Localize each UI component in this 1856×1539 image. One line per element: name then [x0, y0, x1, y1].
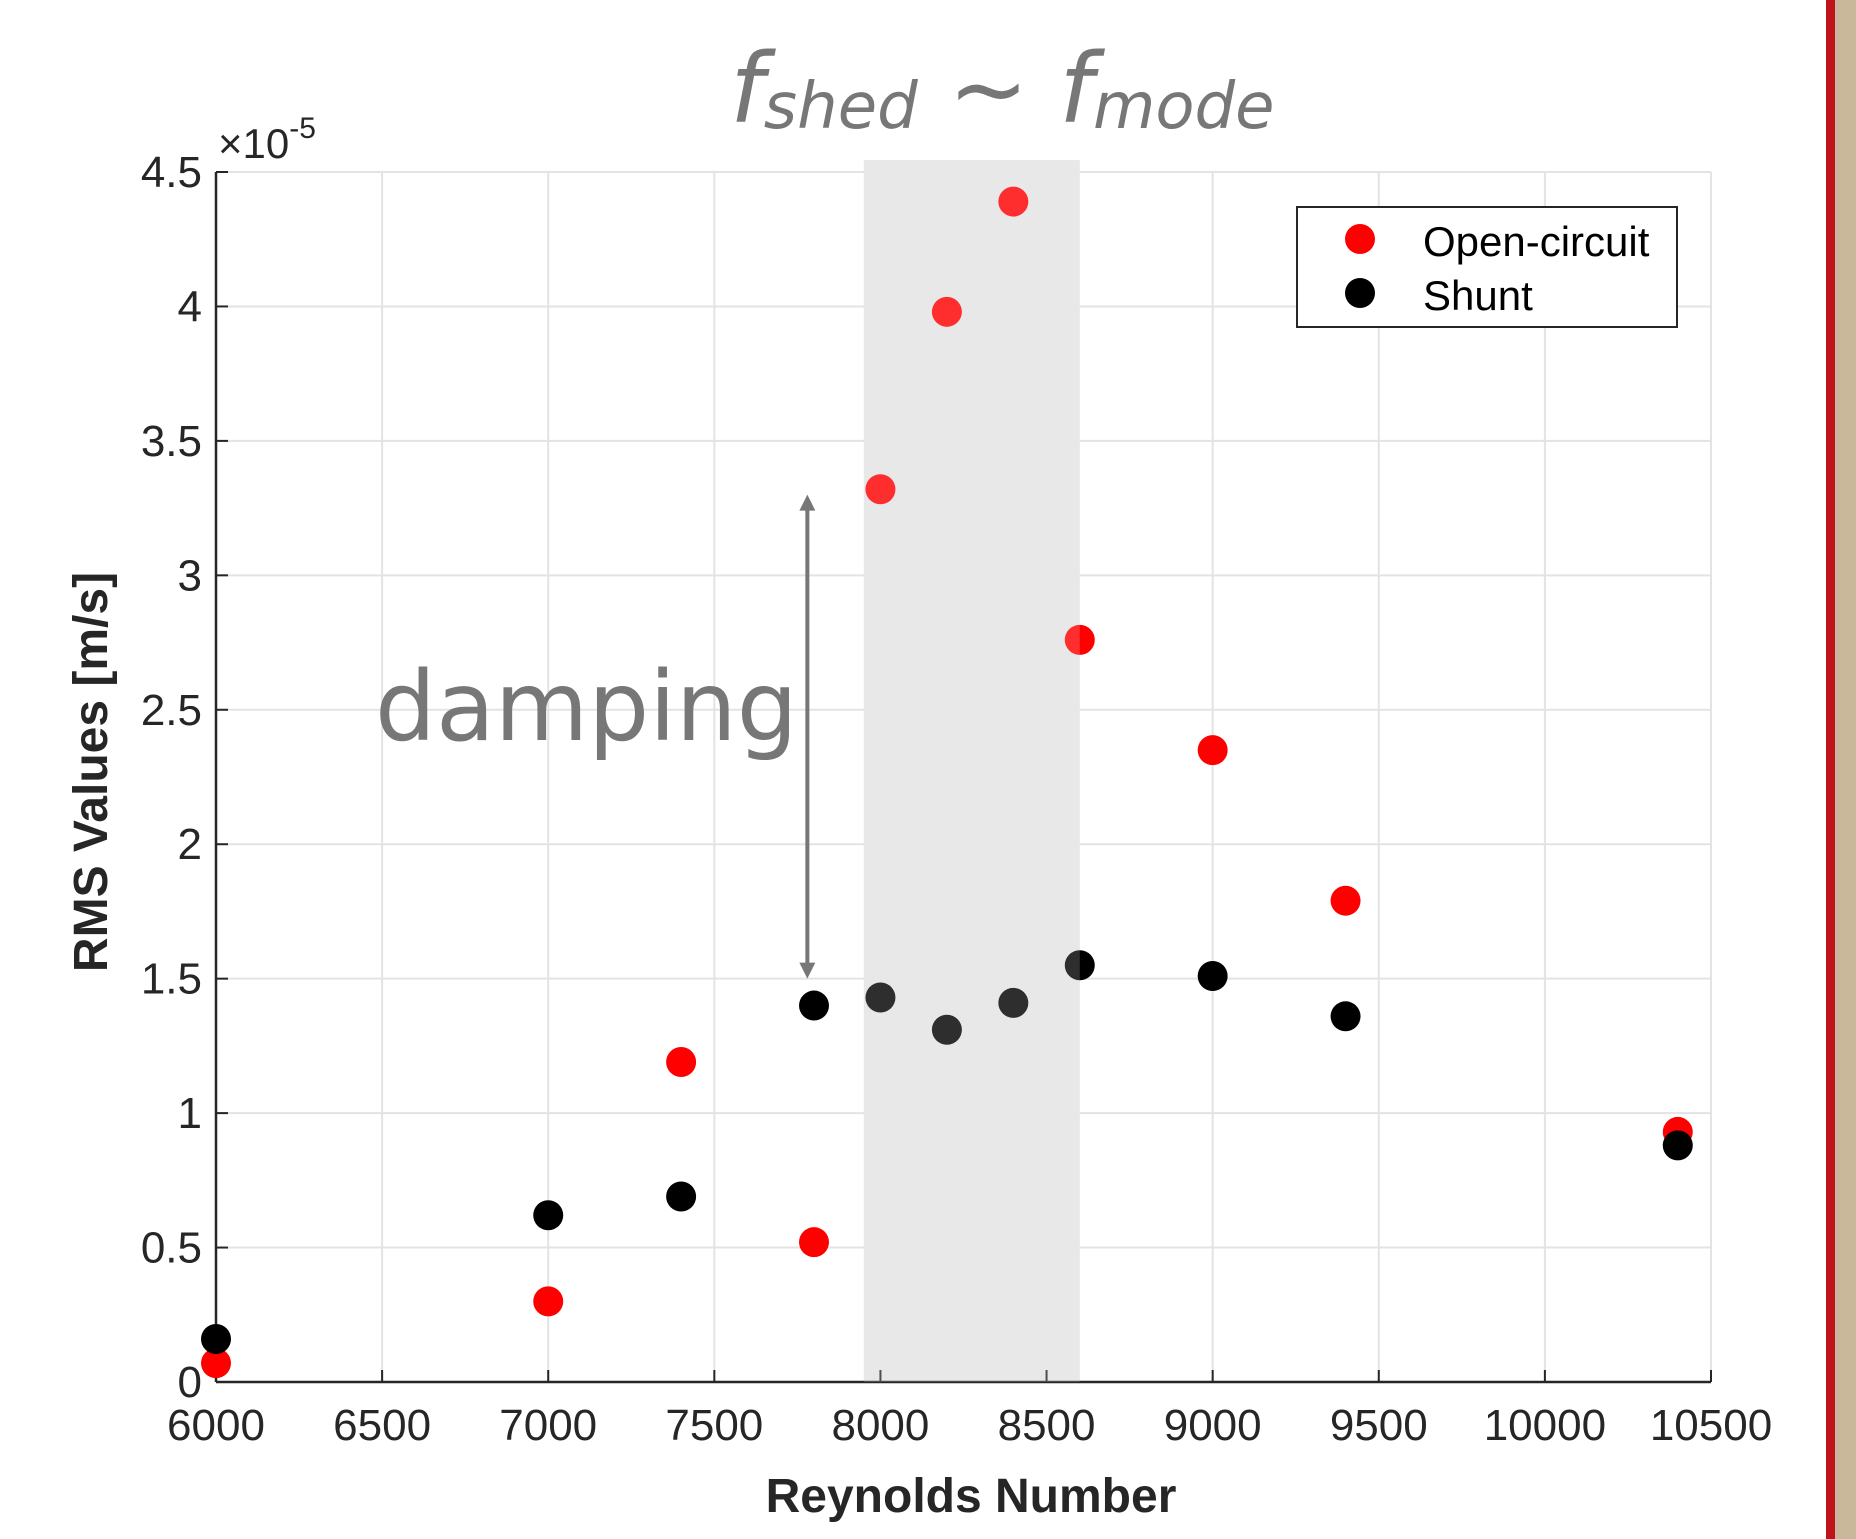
data-point-shunt: [201, 1323, 231, 1354]
data-point-open-circuit: [931, 296, 962, 327]
axes-layer: 6000 6500 7000 7500 8000 8500 9000 9500 10000 105…: [141, 148, 1772, 1450]
y-tick-label: 1: [178, 1089, 202, 1138]
y-exponent-base: ×10: [218, 120, 289, 167]
x-tick-label: 8500: [998, 1401, 1096, 1450]
right-edge-beige-stripe: [1835, 0, 1856, 1539]
legend-marker-open-circuit: [1345, 224, 1375, 254]
y-tick-label: 1.5: [141, 955, 202, 1004]
damping-arrow-layer: [799, 494, 816, 979]
x-tick-label: 10000: [1484, 1401, 1606, 1450]
data-point-shunt: [1064, 950, 1095, 981]
y-tick-label: 0: [178, 1358, 202, 1407]
x-tick-label: 9500: [1330, 1401, 1428, 1450]
y-tick-label: 4: [178, 282, 202, 331]
y-exponent-label: ×10-5: [218, 112, 316, 167]
data-point-open-circuit: [533, 1286, 564, 1317]
shaded-region-layer: [863, 160, 1080, 1382]
data-point-shunt: [1662, 1130, 1693, 1161]
x-tick-label: 8000: [831, 1401, 929, 1450]
y-tick-label: 4.5: [141, 148, 202, 197]
data-point-open-circuit: [201, 1348, 231, 1379]
grid-layer: [216, 171, 1712, 1382]
data-point-shunt: [666, 1181, 697, 1212]
legend: Open-circuit Shunt: [1296, 206, 1678, 328]
data-point-open-circuit: [666, 1047, 697, 1078]
shed-subscript: shed: [764, 70, 918, 144]
data-point-open-circuit: [1064, 624, 1095, 655]
data-point-shunt: [931, 1014, 962, 1045]
data-point-shunt: [533, 1200, 564, 1231]
x-tick-label: 6000: [167, 1401, 265, 1450]
damping-label: damping: [375, 651, 798, 763]
legend-label-open-circuit: Open-circuit: [1423, 218, 1650, 265]
x-tick-label: 9000: [1164, 1401, 1262, 1450]
data-point-shunt: [998, 987, 1029, 1018]
x-tick-label: 10500: [1650, 1401, 1772, 1450]
data-point-open-circuit: [799, 1227, 829, 1258]
x-tick-label: 6500: [333, 1401, 431, 1450]
legend-label-shunt: Shunt: [1423, 272, 1533, 319]
approx-tilde: ~: [918, 33, 1059, 145]
shaded-resonance-band: [863, 160, 1080, 1382]
data-point-shunt: [865, 982, 896, 1013]
x-tick-label: 7500: [665, 1401, 763, 1450]
data-point-shunt: [799, 990, 829, 1021]
y-tick-label: 0.5: [141, 1224, 202, 1273]
right-edge-red-stripe: [1826, 0, 1835, 1539]
y-tick-label: 3: [178, 551, 202, 600]
y-tick-label: 2: [178, 820, 202, 869]
data-points-layer: [201, 160, 1693, 1382]
damping-arrow-head-top: [799, 494, 816, 511]
shaded-band-overlay: [863, 160, 1080, 1382]
mode-subscript: mode: [1093, 70, 1275, 144]
data-point-shunt: [1197, 960, 1228, 991]
x-tick-label: 7000: [499, 1401, 597, 1450]
legend-marker-shunt: [1345, 278, 1375, 308]
data-point-shunt: [1330, 1001, 1361, 1032]
y-tick-label: 3.5: [141, 417, 202, 466]
data-point-open-circuit: [865, 474, 896, 505]
data-point-open-circuit: [1197, 735, 1228, 766]
y-tick-label: 2.5: [141, 686, 202, 735]
data-point-open-circuit: [998, 186, 1029, 217]
y-exponent-power: -5: [289, 112, 316, 145]
y-axis-label: RMS Values [m/s]: [65, 572, 118, 972]
damping-arrow-head-bottom: [799, 962, 816, 979]
x-axis-label: Reynolds Number: [766, 1470, 1177, 1523]
data-point-open-circuit: [1330, 885, 1361, 916]
top-annotation: fshed ~ fmode: [730, 33, 1274, 145]
